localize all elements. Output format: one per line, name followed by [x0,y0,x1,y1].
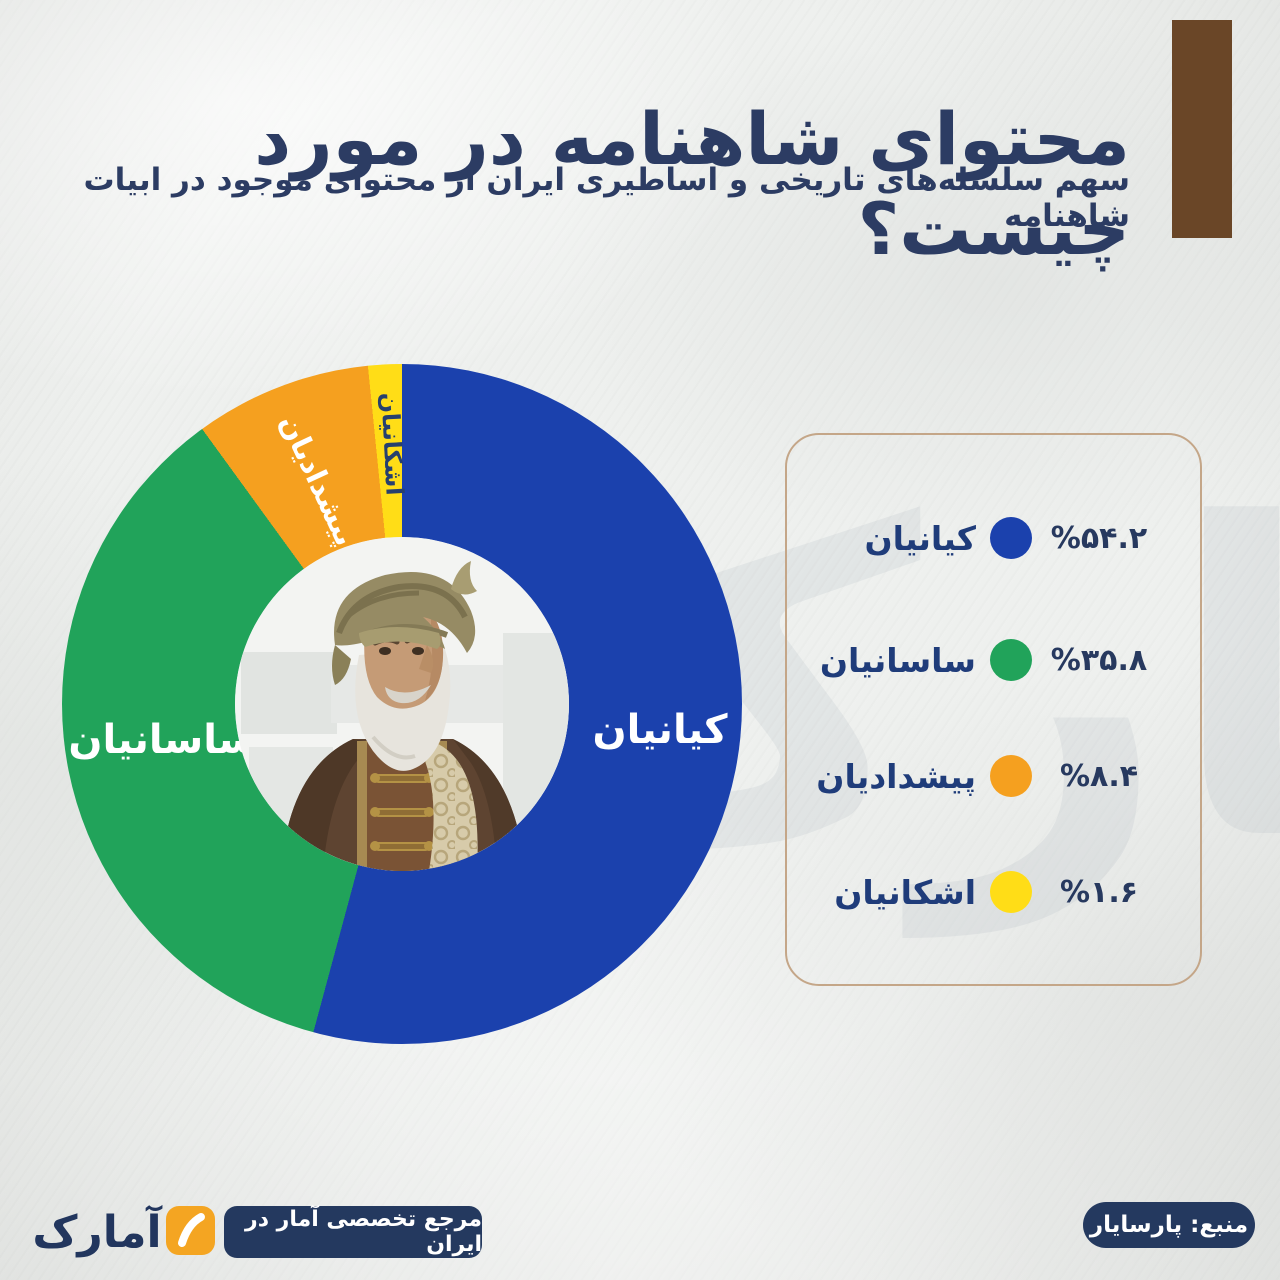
slice-label-sasanian: ساسانیان [68,717,258,763]
page-title: محتوای شاهنامه در مورد چیست؟ [254,97,1130,272]
legend-item: %۸.۴ پیشدادیان [816,745,1152,807]
legend-item: %۱.۶ اشکانیان [834,861,1152,923]
legend-label: اشکانیان [834,872,976,912]
legend-value: %۱.۶ [1059,874,1139,910]
accent-bar [1172,20,1232,238]
legend-item: %۳۵.۸ ساسانیان [820,629,1152,691]
legend-value: %۳۵.۸ [1050,642,1148,678]
legend-dot [990,517,1032,559]
brand-tagline-badge: مرجع تخصصی آمار در ایران [224,1206,482,1258]
slice-label-ashkanian: اشکانیان [375,391,409,497]
legend-panel: %۵۴.۲ کیانیان %۳۵.۸ ساسانیان %۸.۴ پیشداد… [785,433,1202,986]
legend-value: %۵۴.۲ [1050,520,1148,556]
source-badge: منبع: پارسایار [1083,1202,1255,1248]
legend-item: %۵۴.۲ کیانیان [865,507,1152,569]
ferdowsi-portrait-illustration [235,537,569,871]
page-subtitle: سهم سلسله‌های تاریخی و اساطیری ایران از … [83,162,1130,234]
legend-value: %۸.۴ [1059,758,1139,794]
legend-dot [990,871,1032,913]
brand-logo-wordmark: آمارک [32,1206,162,1258]
donut-chart-area: کیانیان ساسانیان پیشدادیان اشکانیان [62,364,742,1044]
donut-center [235,537,569,871]
amarak-swoosh-icon [166,1206,215,1255]
legend-label: ساسانیان [819,640,976,680]
legend-label: پیشدادیان [816,756,976,796]
legend-dot [990,639,1032,681]
legend-dot [990,755,1032,797]
legend-label: کیانیان [864,518,976,558]
slice-label-kianian: کیانیان [592,707,728,753]
